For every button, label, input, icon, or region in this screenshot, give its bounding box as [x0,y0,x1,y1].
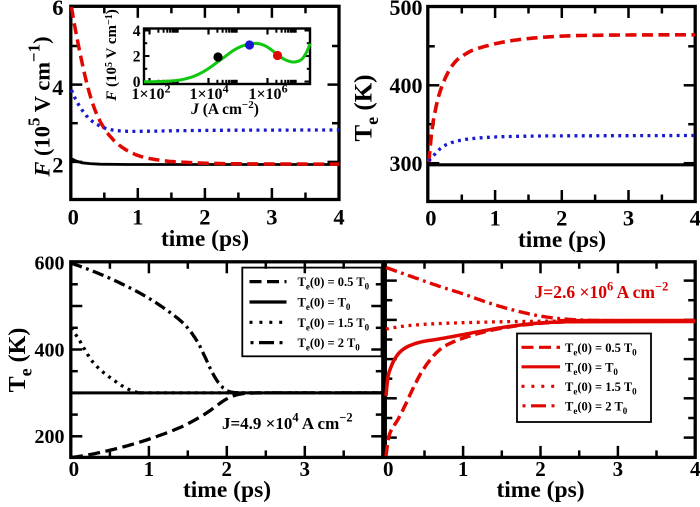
svg-text:0: 0 [69,457,80,481]
svg-text:3: 3 [623,206,634,231]
svg-text:Te (K): Te (K) [351,74,383,141]
svg-text:Te(0) = T0: Te(0) = T0 [298,296,351,313]
svg-text:4: 4 [52,75,63,100]
svg-text:J=2.6 ×106 A cm−2: J=2.6 ×106 A cm−2 [535,280,669,303]
svg-text:Te(0) = 2 T0: Te(0) = 2 T0 [298,336,361,353]
svg-text:1×102: 1×102 [131,82,170,104]
svg-text:0: 0 [425,206,436,231]
svg-text:2: 2 [52,153,63,178]
svg-text:time (ps): time (ps) [183,477,271,503]
svg-text:4: 4 [690,457,700,481]
svg-text:J=4.9 ×104 A cm−2: J=4.9 ×104 A cm−2 [222,411,353,434]
svg-text:J (A cm−2): J (A cm−2) [190,99,259,118]
svg-text:0: 0 [383,457,394,481]
svg-text:4: 4 [690,206,700,231]
svg-text:time (ps): time (ps) [518,227,606,253]
svg-text:Te(0) = 2 T0: Te(0) = 2 T0 [565,399,628,416]
svg-text:2: 2 [133,49,141,66]
svg-text:Te(0) = T0: Te(0) = T0 [565,360,618,377]
svg-text:3: 3 [300,457,311,481]
svg-text:200: 200 [35,426,65,448]
svg-text:0: 0 [68,205,79,230]
svg-text:400: 400 [390,73,423,98]
svg-text:2: 2 [222,457,233,481]
svg-text:Te(0) = 0.5 T0: Te(0) = 0.5 T0 [298,275,370,292]
svg-text:6: 6 [52,0,63,20]
svg-text:2: 2 [535,457,546,481]
svg-text:4: 4 [133,23,141,40]
svg-text:Te(0) = 1.5 T0: Te(0) = 1.5 T0 [565,380,637,397]
svg-text:600: 600 [35,252,65,274]
svg-text:1×104: 1×104 [189,82,228,104]
svg-text:300: 300 [390,151,423,176]
svg-text:time (ps): time (ps) [496,477,584,503]
svg-text:time (ps): time (ps) [161,226,249,252]
svg-text:Te (K): Te (K) [5,328,36,393]
svg-text:1: 1 [489,206,500,231]
svg-text:F (105 V cm−1): F (105 V cm−1) [104,9,120,101]
svg-text:1: 1 [132,205,143,230]
svg-text:Te(0) = 0.5 T0: Te(0) = 0.5 T0 [565,341,637,358]
svg-text:1: 1 [458,457,469,481]
svg-text:1: 1 [144,457,155,481]
svg-text:0: 0 [133,74,141,91]
svg-text:1×106: 1×106 [248,82,287,104]
svg-text:2: 2 [199,205,210,230]
svg-text:3: 3 [266,205,277,230]
svg-text:2: 2 [556,206,567,231]
svg-text:Te(0) = 1.5 T0: Te(0) = 1.5 T0 [298,316,370,333]
svg-text:400: 400 [35,339,65,361]
svg-text:4: 4 [333,205,344,230]
svg-text:3: 3 [613,457,624,481]
svg-text:500: 500 [390,0,423,20]
